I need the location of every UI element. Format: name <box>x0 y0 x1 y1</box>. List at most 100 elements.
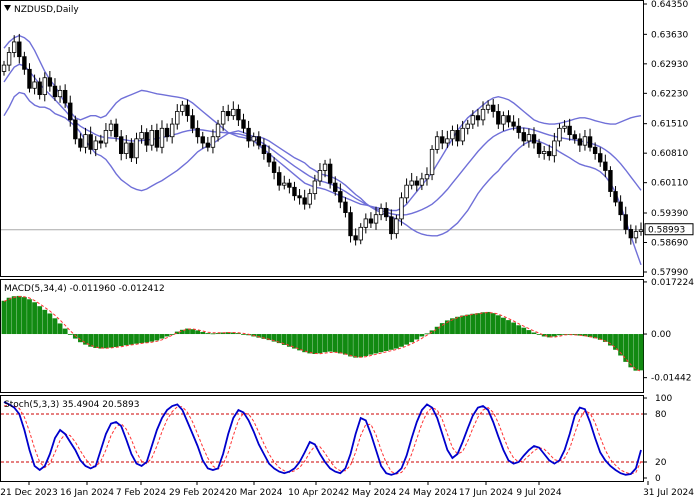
candle <box>144 128 149 152</box>
candle-body-up <box>32 81 37 89</box>
candle-body-up <box>460 127 465 142</box>
candle <box>526 128 532 148</box>
candle-body-up <box>526 134 532 142</box>
macd-bar <box>587 334 593 338</box>
candle <box>175 104 180 130</box>
stoch-axis: 100 80 20 0 <box>643 394 672 484</box>
candle <box>17 33 22 64</box>
candle <box>327 158 333 189</box>
candle-body-up <box>231 108 236 117</box>
candle <box>47 71 53 92</box>
candle-body-down <box>62 89 68 104</box>
x-tick-label: 17 Jun 2024 <box>459 488 513 498</box>
x-tick-label: 31 Jul 2024 <box>643 488 694 498</box>
candle <box>210 129 216 154</box>
candle <box>52 78 58 101</box>
candle-body-down <box>297 195 302 199</box>
macd-bar <box>399 334 404 347</box>
candle-body-down <box>266 153 272 163</box>
candle <box>623 206 628 235</box>
macd-histogram-layer <box>1 295 644 371</box>
candle <box>57 85 63 103</box>
candle <box>282 175 287 190</box>
macd-bar <box>348 334 353 357</box>
candle <box>567 118 572 141</box>
candle-body-down <box>287 182 292 188</box>
macd-bar <box>103 334 109 349</box>
candle <box>506 110 511 128</box>
macd-bar <box>1 300 7 335</box>
macd-bar <box>327 334 333 352</box>
x-axis: 21 Dec 2023 16 Jan 2024 7 Feb 2024 29 Feb 2… <box>0 481 694 498</box>
candle-body-down <box>47 77 53 87</box>
x-tick-label: 16 Jan 2024 <box>60 488 114 498</box>
candle-body-down <box>113 123 119 138</box>
candle <box>98 134 104 149</box>
macd-bar <box>623 334 629 362</box>
candle-body-down <box>368 218 374 224</box>
price-tick-label: 0.61510 <box>651 120 688 130</box>
candle-body-up <box>409 180 414 186</box>
candle-body-up <box>582 136 588 146</box>
price-tick-label: 0.62930 <box>651 60 688 70</box>
candle <box>113 118 119 142</box>
candle-body-down <box>531 134 537 144</box>
candle <box>261 138 267 160</box>
macd-bar <box>439 323 445 335</box>
candle-body-down <box>475 115 481 121</box>
candle <box>613 186 618 207</box>
candle-body-up <box>424 174 430 180</box>
candle <box>618 195 623 221</box>
candle-body-up <box>108 123 114 131</box>
candle <box>389 209 394 240</box>
candle-body-up <box>363 218 369 228</box>
candle-body-up <box>139 132 144 140</box>
candle-body-up <box>124 142 129 154</box>
macd-tick-label: 0.017224 <box>651 278 694 288</box>
macd-bar <box>47 313 53 335</box>
macd-bar <box>281 334 287 345</box>
candle <box>159 120 165 154</box>
candle-body-down <box>414 180 419 186</box>
macd-bar <box>490 313 496 335</box>
candle <box>241 113 246 134</box>
price-tick-label: 0.62230 <box>651 89 688 99</box>
candle-body-down <box>383 207 389 218</box>
last-price-box: 0.58993 <box>644 223 694 236</box>
candle-body-down <box>536 142 542 154</box>
candle <box>460 120 465 146</box>
candle-body-down <box>154 130 160 148</box>
macd-bar <box>332 334 338 353</box>
candle <box>450 125 455 146</box>
macd-bar <box>21 297 27 335</box>
candle-body-down <box>241 119 246 129</box>
macd-bar <box>404 334 409 345</box>
macd-bar <box>62 328 68 335</box>
macd-bar <box>164 334 170 337</box>
macd-bar <box>129 334 134 345</box>
candle-body-down <box>353 235 358 241</box>
macd-bar <box>215 333 221 335</box>
price-tick-label: 0.57990 <box>651 268 688 278</box>
macd-bar <box>190 329 195 335</box>
macd-bar <box>179 329 185 335</box>
macd-bar <box>271 334 277 342</box>
candle <box>404 178 409 204</box>
candle-body-up <box>175 111 180 125</box>
x-tick-label: 24 May 2024 <box>399 488 458 498</box>
candle-body-down <box>68 102 73 121</box>
symbol-arrow-icon <box>4 5 11 11</box>
candle <box>256 131 261 150</box>
candle <box>154 123 160 152</box>
candle <box>78 133 83 152</box>
candle <box>338 183 343 209</box>
candle-body-down <box>440 136 445 144</box>
macd-bar <box>195 330 201 335</box>
candle-body-down <box>226 111 231 117</box>
candle <box>317 163 323 186</box>
candle-body-up <box>103 130 109 144</box>
macd-signal-layer <box>3 295 642 372</box>
macd-bar <box>286 334 292 347</box>
candle-body-down <box>572 134 577 140</box>
candle <box>455 124 460 147</box>
